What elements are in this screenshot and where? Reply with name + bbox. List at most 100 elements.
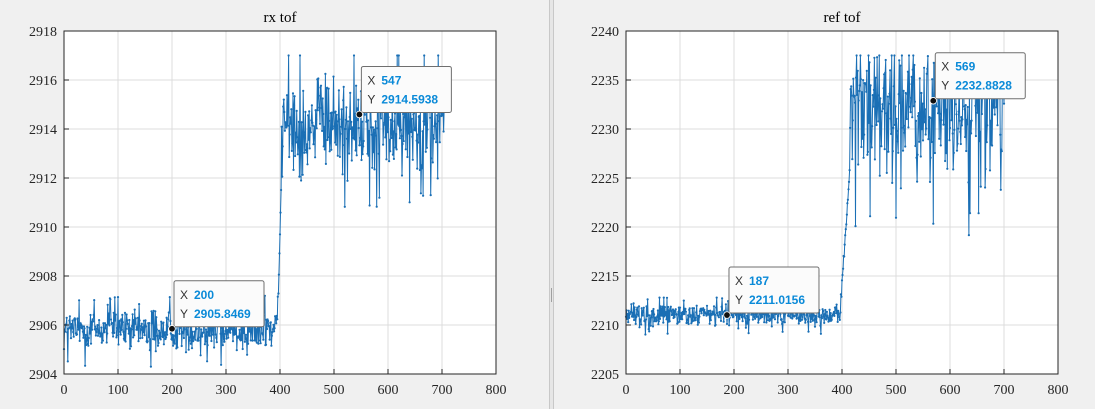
data-point (271, 328, 275, 331)
data-point (913, 63, 916, 67)
data-point (244, 333, 248, 336)
data-point (131, 313, 134, 316)
data-point (714, 323, 717, 326)
data-point (878, 54, 881, 57)
data-point (121, 321, 124, 324)
datatip[interactable]: X 547 Y 2914.5938 (355, 65, 452, 119)
x-tick-label: 700 (432, 383, 453, 398)
datatip[interactable]: X 200 Y 2905.8469 (168, 280, 265, 333)
data-point (765, 321, 768, 324)
data-point (315, 127, 318, 130)
data-point (133, 308, 136, 311)
data-point (657, 320, 660, 323)
datatip-box (173, 280, 265, 328)
data-point (103, 322, 107, 325)
data-point (647, 328, 650, 331)
data-point (156, 344, 160, 347)
data-point (675, 313, 678, 316)
data-point (865, 69, 868, 72)
data-point (899, 64, 902, 67)
data-point (862, 79, 865, 82)
data-point (844, 234, 847, 237)
datatip[interactable]: X 187 Y 2211.0156 (723, 266, 820, 319)
data-point (212, 326, 215, 329)
data-point (965, 149, 968, 153)
data-point (430, 157, 433, 160)
data-point (385, 158, 388, 161)
data-point (639, 318, 642, 321)
data-point (355, 154, 358, 157)
data-point (349, 127, 352, 130)
datatip[interactable]: X 569 Y 2232.8828 (929, 52, 1026, 105)
data-point (780, 318, 783, 321)
data-point (833, 314, 836, 317)
data-point (309, 131, 312, 134)
data-point (841, 273, 844, 277)
data-point (661, 305, 664, 308)
data-point (880, 110, 884, 113)
data-point (208, 334, 211, 337)
data-point (361, 120, 364, 123)
data-point (800, 318, 804, 321)
data-point (337, 89, 340, 92)
data-point (275, 322, 278, 325)
data-point (64, 330, 67, 333)
data-point (815, 321, 818, 324)
data-point (946, 167, 949, 170)
data-point (136, 316, 140, 319)
data-point (312, 134, 316, 137)
data-point (676, 321, 679, 324)
data-point (237, 335, 241, 338)
data-point (411, 158, 414, 161)
datatip-marker[interactable] (723, 311, 731, 319)
data-point (748, 318, 751, 321)
y-tick-label: 2914 (29, 123, 57, 138)
data-point (845, 213, 848, 216)
y-tick-label: 2240 (591, 25, 619, 40)
data-point (697, 321, 700, 324)
data-point (823, 321, 826, 324)
data-point (986, 124, 989, 127)
figure-panel-right: ref tof 0 100 200 300 400 500 600 700 800 2205 2210… (554, 0, 1095, 409)
data-point (421, 130, 424, 133)
data-point (674, 308, 677, 311)
data-point (191, 330, 194, 333)
data-point (202, 331, 205, 334)
data-point (135, 326, 138, 329)
data-point (863, 133, 866, 136)
data-point (219, 332, 222, 335)
data-point (348, 115, 351, 119)
data-point (324, 72, 327, 75)
data-point (909, 111, 912, 114)
data-point (398, 137, 401, 140)
data-point (637, 305, 641, 308)
data-point (905, 117, 908, 121)
data-point (845, 223, 848, 226)
data-point (877, 94, 880, 97)
data-point (952, 151, 955, 154)
panel-splitter[interactable] (549, 0, 554, 409)
data-point (388, 160, 391, 163)
data-point (724, 303, 727, 306)
data-point (653, 320, 656, 323)
data-point (939, 112, 942, 115)
datatip-marker[interactable] (929, 97, 937, 105)
data-point (809, 314, 812, 318)
data-point (635, 315, 638, 319)
data-point (328, 119, 331, 122)
splitter-grip-icon[interactable] (551, 288, 552, 302)
data-point (241, 347, 244, 351)
datatip-marker[interactable] (168, 325, 176, 333)
data-point (280, 125, 283, 128)
datatip-marker[interactable] (355, 110, 364, 119)
data-point (928, 180, 932, 183)
data-point (373, 168, 376, 171)
data-point (334, 141, 337, 144)
data-point (71, 319, 74, 322)
data-point (142, 331, 145, 334)
data-point (169, 332, 172, 335)
data-point (898, 102, 901, 105)
data-point (372, 151, 375, 154)
data-point (257, 342, 260, 345)
data-point (68, 315, 71, 318)
